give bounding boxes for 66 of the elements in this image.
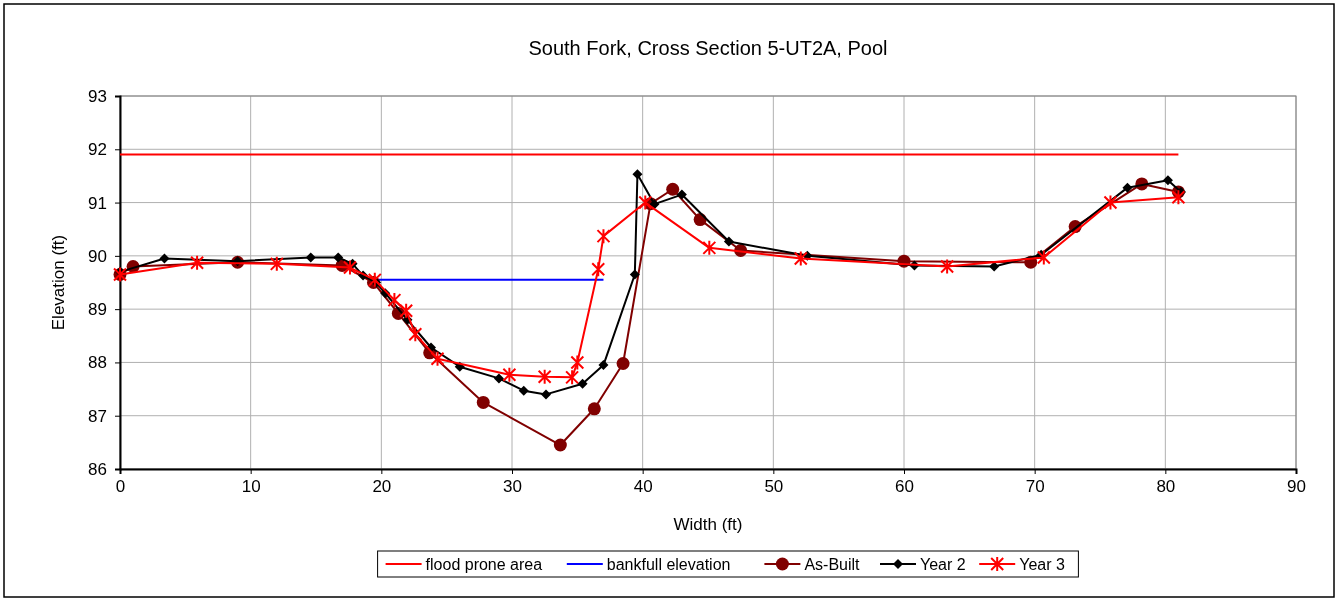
point	[159, 253, 170, 264]
point	[1103, 194, 1118, 211]
point	[702, 239, 717, 256]
point	[1162, 175, 1173, 186]
chart-title: South Fork, Cross Section 5-UT2A, Pool	[528, 37, 888, 59]
y-tick-label: 89	[88, 300, 107, 320]
legend-label: flood prone area	[425, 556, 543, 573]
point	[387, 292, 402, 309]
point	[502, 366, 517, 383]
point	[565, 369, 580, 386]
point	[518, 385, 529, 396]
y-axis-title: Elevation (ft)	[49, 234, 68, 331]
point	[629, 269, 640, 280]
point	[408, 326, 423, 343]
point	[190, 254, 205, 271]
point	[476, 395, 490, 409]
point	[570, 354, 585, 371]
point	[577, 378, 588, 389]
point	[1122, 182, 1133, 193]
point	[553, 438, 567, 452]
point	[638, 194, 653, 211]
point	[940, 258, 955, 275]
point	[305, 252, 316, 263]
y-tick-label: 92	[88, 140, 107, 160]
x-tick-label: 60	[895, 477, 914, 497]
point	[598, 360, 609, 371]
point	[596, 228, 611, 245]
x-tick-label: 20	[372, 477, 392, 497]
point	[723, 236, 734, 247]
point	[399, 302, 414, 319]
y-tick-label: 87	[88, 406, 107, 426]
point	[632, 169, 643, 180]
x-tick-label: 50	[764, 477, 784, 497]
point	[587, 402, 601, 416]
legend-label: Year 2	[920, 556, 966, 573]
x-tick-label: 70	[1025, 477, 1045, 497]
y-tick-label: 88	[88, 353, 107, 373]
point	[591, 261, 606, 278]
y-tick-label: 90	[88, 246, 107, 266]
y-tick-label: 86	[88, 459, 107, 479]
point	[367, 271, 382, 288]
point	[493, 373, 504, 384]
legend-label: bankfull elevation	[606, 556, 731, 573]
legend-label: Year 3	[1019, 556, 1065, 573]
point	[1171, 189, 1186, 206]
x-axis-title: Width (ft)	[673, 515, 743, 534]
x-tick-label: 0	[115, 477, 126, 497]
point	[537, 368, 552, 385]
x-tick-label: 40	[633, 477, 653, 497]
point	[793, 250, 808, 267]
point	[430, 350, 445, 367]
point	[342, 259, 357, 276]
point	[616, 356, 630, 370]
x-tick-label: 30	[503, 477, 522, 497]
point	[1036, 249, 1051, 266]
point	[540, 389, 551, 400]
y-tick-label: 91	[88, 193, 107, 213]
y-tick-label: 93	[88, 86, 107, 106]
point	[269, 255, 284, 272]
x-tick-label: 80	[1156, 477, 1176, 497]
legend-label: As-Built	[804, 556, 861, 573]
x-tick-label: 90	[1287, 477, 1306, 497]
x-tick-label: 10	[241, 477, 261, 497]
point	[666, 182, 680, 196]
point	[676, 189, 687, 200]
point	[333, 252, 344, 263]
